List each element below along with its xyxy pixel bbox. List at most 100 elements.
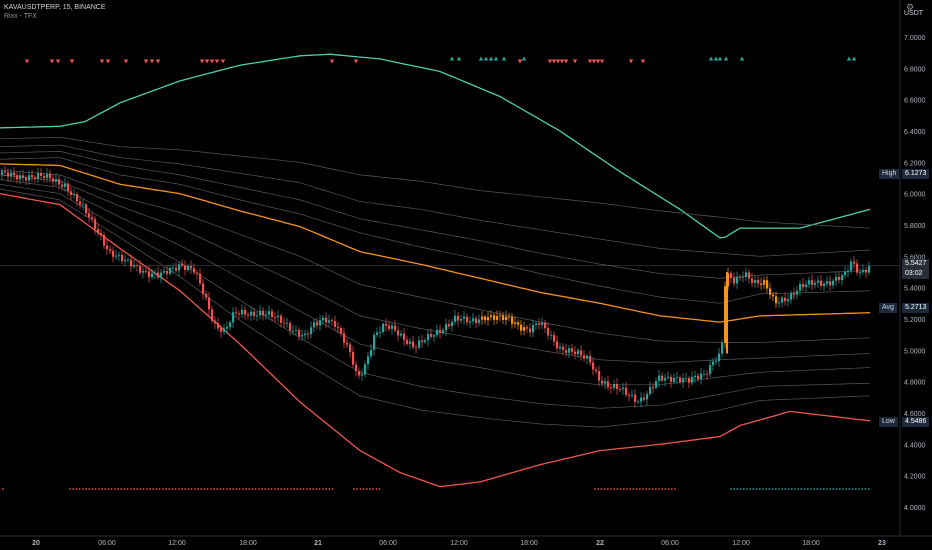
signal-dot — [187, 488, 190, 490]
sell-marker — [220, 59, 226, 64]
candle-body — [130, 259, 133, 267]
candle-body — [49, 173, 52, 179]
signal-dot — [864, 488, 867, 490]
candle-body — [118, 254, 121, 256]
signal-dot — [749, 488, 752, 490]
candle-body — [412, 341, 415, 348]
signal-dot — [85, 488, 87, 490]
signal-dot — [632, 488, 635, 490]
signal-dot — [152, 488, 155, 490]
signal-dot — [251, 488, 254, 490]
candle-body — [385, 323, 388, 326]
candle-body — [187, 265, 190, 270]
y-tick-label: 6.0000 — [904, 192, 926, 199]
signal-dot — [171, 488, 174, 490]
candle-body — [667, 376, 670, 378]
signal-dot — [283, 488, 286, 490]
candle-body — [508, 316, 511, 318]
buy-marker — [713, 56, 719, 61]
candle-body — [367, 356, 370, 365]
candle-body — [142, 270, 145, 273]
candle-body — [205, 293, 208, 298]
signal-dot — [600, 488, 603, 490]
buy-marker — [846, 56, 852, 61]
signal-dot — [651, 488, 654, 490]
signal-dot — [845, 488, 848, 490]
candle-body — [40, 173, 43, 176]
y-tick-label: 5.4000 — [904, 286, 926, 293]
candle-body — [523, 327, 526, 331]
candle-body — [289, 323, 292, 331]
buy-marker — [478, 56, 484, 61]
candle-body — [193, 268, 196, 273]
band-line-8 — [0, 179, 871, 386]
signal-dot — [254, 488, 257, 490]
signal-dot — [778, 488, 780, 490]
candle-body — [790, 293, 793, 300]
candle-body — [445, 324, 448, 331]
candle-body — [661, 375, 664, 381]
candle-body — [481, 316, 484, 320]
candle-body — [571, 348, 574, 352]
candle-body — [535, 323, 538, 325]
signal-dot — [758, 488, 761, 490]
candle-body — [100, 232, 103, 236]
candle-body — [802, 283, 805, 288]
signal-dot — [810, 488, 812, 490]
candle-body — [1, 171, 4, 175]
signal-dot — [838, 488, 841, 490]
candle-body — [781, 297, 784, 303]
band-line-9 — [0, 183, 871, 409]
candle-body — [106, 245, 109, 250]
signal-dot — [200, 488, 203, 490]
x-tick-label: 18:00 — [802, 540, 820, 547]
x-tick-label: 12:00 — [168, 540, 186, 547]
candle-body — [346, 342, 349, 345]
sell-marker — [24, 59, 30, 64]
signal-dot — [280, 488, 283, 490]
candle-body — [172, 267, 175, 269]
candle-body — [409, 341, 412, 344]
candle-body — [403, 333, 406, 340]
candle-body — [598, 371, 601, 381]
candle-body — [319, 320, 322, 326]
candle-body — [352, 351, 355, 365]
candle-body — [463, 316, 466, 319]
signal-dot — [768, 488, 771, 490]
sell-marker — [572, 59, 578, 64]
signal-dot — [184, 488, 187, 490]
candle-body — [322, 317, 325, 321]
gear-icon[interactable]: ⚙ — [906, 2, 915, 12]
currency-label[interactable]: USDT — [904, 10, 924, 17]
indicator-title: Rixx - TFX — [4, 13, 37, 20]
band-line-7 — [0, 174, 871, 364]
candle-body — [721, 342, 724, 354]
candle-body — [34, 176, 37, 179]
candle-body — [808, 280, 811, 285]
candle-body — [178, 264, 181, 271]
signal-dot — [803, 488, 806, 490]
signal-dot — [126, 488, 129, 490]
buy-marker — [521, 56, 527, 61]
candle-body — [811, 280, 814, 285]
signal-dot — [603, 488, 606, 490]
candle-body — [490, 315, 493, 318]
sell-marker — [155, 59, 161, 64]
signal-dot — [113, 488, 116, 490]
candle-body — [244, 309, 247, 315]
signal-dot — [794, 488, 796, 490]
candle-body — [376, 332, 379, 335]
band-line-2 — [0, 144, 871, 257]
signal-dot — [667, 488, 670, 490]
y-tick-label: 4.8000 — [904, 380, 926, 387]
candle-body — [505, 316, 508, 321]
candle-body — [640, 397, 643, 402]
signal-dot — [2, 488, 4, 490]
candle-body — [433, 335, 436, 337]
candle-body — [784, 297, 787, 302]
candle-body — [769, 288, 772, 295]
candle-body — [754, 280, 757, 283]
candle-body — [700, 373, 703, 379]
candle-body — [343, 333, 346, 343]
